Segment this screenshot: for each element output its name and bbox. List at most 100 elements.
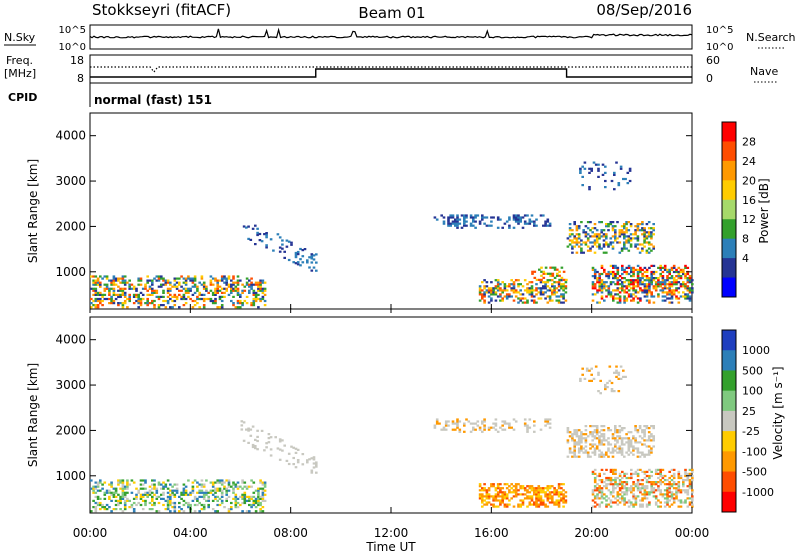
heatmap-cell	[294, 262, 298, 265]
heatmap-cell	[135, 493, 138, 496]
heatmap-cell	[623, 485, 626, 488]
heatmap-cell	[225, 287, 228, 290]
heatmap-cell	[193, 283, 197, 286]
heatmap-cell	[157, 279, 161, 282]
heatmap-cell	[562, 499, 565, 502]
heatmap-cell	[472, 224, 475, 227]
heatmap-cell	[542, 487, 545, 490]
heatmap-cell	[117, 493, 120, 496]
heatmap-cell	[616, 283, 620, 286]
heatmap-cell	[121, 487, 125, 490]
heatmap-cell	[571, 433, 574, 436]
heatmap-cell	[148, 491, 152, 494]
heatmap-cell	[560, 266, 564, 269]
heatmap-cell	[214, 495, 217, 498]
heatmap-cell	[661, 295, 665, 298]
heatmap-cell	[514, 495, 518, 498]
heatmap-cell	[603, 481, 606, 484]
heatmap-cell	[657, 499, 660, 502]
heatmap-cell	[151, 281, 154, 284]
heatmap-cell	[123, 501, 127, 505]
heatmap-cell	[496, 287, 500, 290]
heatmap-cell	[616, 451, 619, 454]
heatmap-cell	[173, 285, 177, 288]
heatmap-cell	[315, 261, 318, 264]
heatmap-cell	[688, 487, 692, 490]
heatmap-cell	[494, 497, 498, 500]
heatmap-cell	[593, 472, 597, 475]
heatmap-cell	[562, 483, 565, 486]
heatmap-cell	[451, 214, 455, 217]
heatmap-cell	[634, 279, 638, 282]
heatmap-cell	[144, 499, 147, 502]
heatmap-cell	[103, 497, 107, 500]
heatmap-cell	[248, 510, 251, 513]
power-colorbar-label: Power [dB]	[757, 178, 771, 243]
heatmap-cell	[643, 439, 646, 442]
heatmap-cell	[620, 229, 624, 232]
heatmap-cell	[621, 499, 624, 502]
heatmap-cell	[600, 295, 604, 298]
heatmap-cell	[296, 461, 300, 464]
heatmap-cell	[630, 293, 633, 296]
heatmap-cell	[652, 445, 655, 448]
heatmap-cell	[499, 289, 502, 292]
heatmap-cell	[639, 491, 642, 494]
heatmap-cell	[618, 445, 622, 448]
heatmap-cell	[619, 165, 623, 168]
heatmap-cell	[519, 487, 522, 490]
heatmap-cell	[618, 287, 622, 290]
heatmap-cell	[483, 293, 486, 296]
colorbar-segment	[722, 180, 736, 201]
heatmap-cell	[623, 233, 626, 236]
heatmap-cell	[256, 429, 259, 432]
heatmap-cell	[141, 293, 145, 296]
heatmap-cell	[539, 289, 543, 292]
heatmap-cell	[686, 476, 690, 480]
heatmap-cell	[112, 493, 116, 496]
heatmap-cell	[250, 281, 253, 284]
heatmap-cell	[537, 485, 541, 488]
heatmap-cell	[648, 481, 651, 484]
heatmap-cell	[614, 289, 617, 292]
heatmap-cell	[648, 501, 651, 504]
heatmap-cell	[202, 293, 206, 296]
heatmap-cell	[573, 455, 576, 458]
heatmap-cell	[225, 497, 228, 500]
heatmap-cell	[178, 501, 181, 505]
heatmap-cell	[126, 497, 129, 500]
heatmap-cell	[232, 295, 235, 298]
heatmap-cell	[198, 306, 201, 309]
heatmap-cell	[677, 277, 681, 280]
heatmap-cell	[643, 495, 647, 498]
heatmap-cell	[573, 245, 576, 248]
heatmap-cell	[645, 268, 649, 271]
heatmap-cell	[110, 281, 113, 284]
heatmap-cell	[645, 283, 649, 286]
heatmap-cell	[308, 266, 311, 269]
heatmap-cell	[663, 505, 667, 508]
heatmap-cell	[598, 285, 601, 288]
heatmap-cell	[99, 291, 102, 294]
heatmap-cell	[555, 281, 559, 284]
heatmap-cell	[571, 437, 574, 440]
heatmap-cell	[639, 487, 642, 490]
heatmap-cell	[598, 472, 601, 475]
heatmap-cell	[551, 495, 554, 498]
heatmap-cell	[278, 246, 282, 249]
heatmap-cell	[472, 216, 475, 219]
heatmap-cell	[591, 470, 595, 473]
heatmap-cell	[312, 462, 316, 465]
heatmap-cell	[661, 481, 665, 484]
heatmap-cell	[132, 302, 136, 305]
heatmap-cell	[620, 225, 624, 228]
heatmap-cell	[128, 499, 131, 502]
heatmap-cell	[597, 169, 600, 172]
heatmap-cell	[216, 489, 219, 492]
heatmap-cell	[96, 501, 100, 505]
heatmap-cell	[566, 431, 570, 434]
heatmap-cell	[250, 479, 253, 482]
heatmap-cell	[577, 227, 581, 230]
heatmap-cell	[590, 367, 593, 370]
